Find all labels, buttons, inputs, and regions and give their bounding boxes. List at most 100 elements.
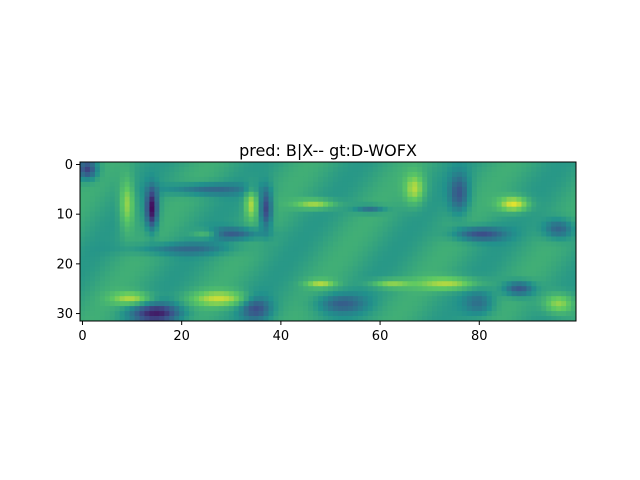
- heatmap-cell: [164, 301, 170, 307]
- heatmap-cell: [109, 191, 116, 198]
- heatmap-cell: [104, 176, 111, 183]
- heatmap-cell: [466, 316, 473, 322]
- heatmap-cell: [432, 216, 438, 223]
- heatmap-cell: [194, 221, 200, 227]
- heatmap-cell: [318, 221, 324, 227]
- heatmap-cell: [456, 181, 463, 188]
- heatmap-cell: [164, 186, 170, 193]
- heatmap-cell: [104, 196, 111, 203]
- heatmap-cell: [308, 251, 314, 257]
- heatmap-cell: [447, 201, 453, 208]
- heatmap-cell: [139, 316, 145, 322]
- heatmap-cell: [104, 181, 111, 188]
- heatmap-cell: [536, 241, 542, 247]
- heatmap-cell: [501, 316, 507, 322]
- heatmap-cell: [228, 211, 235, 218]
- heatmap-cell: [511, 176, 517, 183]
- heatmap-cell: [84, 181, 91, 188]
- heatmap-cell: [89, 236, 96, 242]
- heatmap-cell: [337, 216, 344, 223]
- heatmap-cell: [204, 171, 210, 178]
- heatmap-cell: [491, 226, 498, 232]
- heatmap-cell: [432, 241, 438, 247]
- heatmap-cell: [571, 196, 577, 203]
- heatmap-cell: [491, 311, 498, 317]
- heatmap-cell: [243, 171, 250, 178]
- heatmap-cell: [134, 256, 140, 262]
- heatmap-cell: [362, 236, 369, 242]
- heatmap-cell: [442, 231, 448, 237]
- heatmap-cell: [541, 251, 547, 257]
- heatmap-cell: [526, 306, 532, 312]
- heatmap-cell: [347, 231, 354, 237]
- heatmap-cell: [258, 281, 264, 287]
- heatmap-cell: [218, 241, 225, 247]
- heatmap-cell: [362, 286, 369, 292]
- heatmap-cell: [551, 201, 557, 208]
- heatmap-cell: [342, 316, 349, 322]
- heatmap-cell: [352, 166, 359, 173]
- heatmap-cell: [124, 176, 130, 183]
- heatmap-cell: [422, 206, 428, 213]
- heatmap-cell: [442, 246, 448, 252]
- heatmap-cell: [174, 266, 180, 272]
- heatmap-cell: [491, 301, 498, 307]
- heatmap-cell: [323, 306, 329, 312]
- heatmap-cell: [268, 261, 274, 267]
- heatmap-cell: [347, 181, 354, 188]
- heatmap-cell: [481, 211, 488, 218]
- heatmap-cell: [308, 231, 314, 237]
- heatmap-cell: [99, 316, 106, 322]
- heatmap-cell: [238, 311, 245, 317]
- heatmap-cell: [422, 271, 428, 277]
- heatmap-cell: [486, 206, 493, 213]
- heatmap-cell: [184, 291, 190, 297]
- heatmap-cell: [134, 162, 140, 168]
- heatmap-cell: [119, 291, 126, 297]
- heatmap-cell: [273, 301, 279, 307]
- heatmap-cell: [248, 196, 254, 203]
- heatmap-cell: [174, 226, 180, 232]
- heatmap-cell: [392, 181, 398, 188]
- heatmap-cell: [233, 196, 240, 203]
- heatmap-cell: [571, 301, 577, 307]
- heatmap-cell: [357, 236, 364, 242]
- heatmap-cell: [387, 291, 393, 297]
- heatmap-cell: [199, 166, 205, 173]
- heatmap-cell: [551, 256, 557, 262]
- heatmap-cell: [407, 311, 413, 317]
- heatmap-cell: [556, 166, 562, 173]
- heatmap-cell: [154, 216, 160, 223]
- heatmap-cell: [194, 291, 200, 297]
- heatmap-cell: [382, 176, 388, 183]
- heatmap-cell: [392, 231, 398, 237]
- heatmap-cell: [149, 241, 155, 247]
- heatmap-cell: [149, 261, 155, 267]
- heatmap-cell: [541, 241, 547, 247]
- heatmap-cell: [372, 236, 378, 242]
- heatmap-cell: [546, 226, 552, 232]
- heatmap-cell: [461, 286, 468, 292]
- heatmap-cell: [342, 186, 349, 193]
- heatmap-cell: [546, 176, 552, 183]
- heatmap-cell: [129, 311, 135, 317]
- heatmap-cell: [109, 266, 116, 272]
- heatmap-cell: [80, 221, 86, 227]
- heatmap-cell: [561, 296, 567, 302]
- heatmap-cell: [526, 166, 532, 173]
- heatmap-cell: [218, 162, 225, 168]
- heatmap-cell: [159, 281, 165, 287]
- heatmap-cell: [293, 286, 299, 292]
- heatmap-cell: [248, 316, 254, 322]
- heatmap-cell: [109, 306, 116, 312]
- heatmap-cell: [382, 306, 388, 312]
- heatmap-cell: [243, 186, 250, 193]
- heatmap-cell: [332, 201, 339, 208]
- heatmap-cell: [169, 246, 175, 252]
- heatmap-cell: [447, 231, 453, 237]
- heatmap-cell: [298, 191, 304, 198]
- heatmap-cell: [159, 261, 165, 267]
- heatmap-cell: [104, 221, 111, 227]
- heatmap-cell: [372, 276, 378, 282]
- heatmap-cell: [501, 181, 507, 188]
